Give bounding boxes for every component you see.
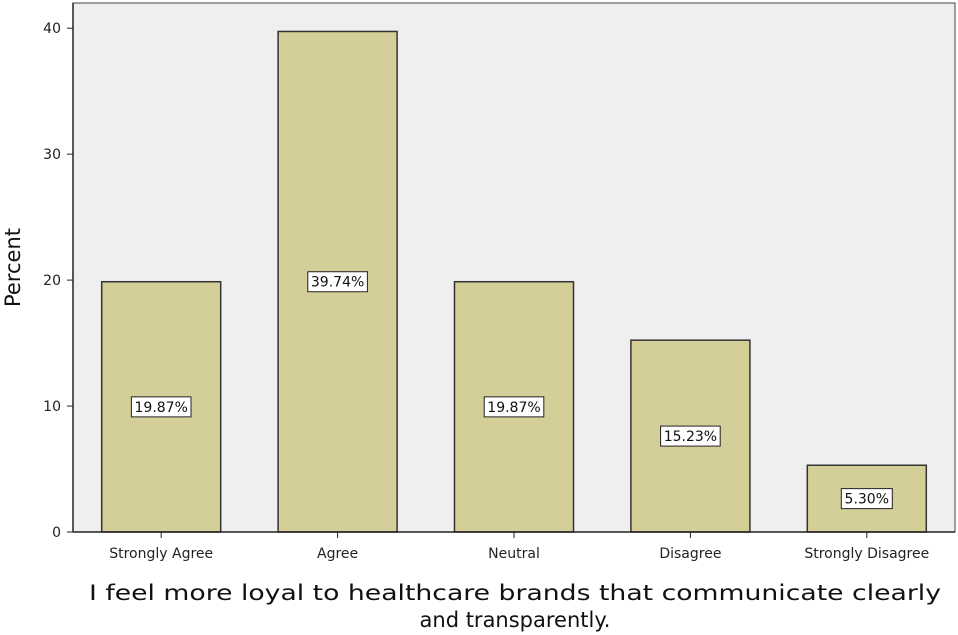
y-tick-label: 0 bbox=[52, 525, 61, 541]
data-label-box bbox=[660, 425, 721, 447]
x-axis-categories: Strongly Agree Agree Neutral Disagree Strong… bbox=[109, 532, 929, 562]
data-label: 19.87% bbox=[135, 400, 188, 416]
x-category-label: Strongly Agree bbox=[109, 546, 213, 562]
y-tick-label: 10 bbox=[43, 399, 61, 415]
data-label: 19.87% bbox=[487, 400, 540, 416]
x-category-label: Neutral bbox=[488, 546, 540, 562]
data-labels: 19.87% 39.74% 19.87% 15.23% 5.30% bbox=[130, 271, 893, 510]
x-axis-title-line-2: and transparently. bbox=[420, 608, 611, 632]
y-tick-label: 30 bbox=[43, 147, 61, 163]
data-label-box bbox=[130, 396, 192, 418]
x-axis-title-line-1: I feel more loyal to healthcare brands t… bbox=[89, 581, 941, 605]
x-category-label: Disagree bbox=[659, 546, 721, 562]
bars bbox=[100, 30, 928, 533]
x-category-label: Agree bbox=[317, 546, 358, 562]
y-tick-label: 20 bbox=[43, 273, 61, 289]
x-category-label: Strongly Disagree bbox=[804, 546, 929, 562]
y-axis-ticks: 0 10 20 30 40 bbox=[43, 21, 73, 541]
data-label-box bbox=[483, 396, 545, 418]
data-label-box bbox=[307, 271, 368, 293]
data-label-box bbox=[840, 488, 893, 510]
data-label: 39.74% bbox=[311, 275, 364, 291]
data-label: 5.30% bbox=[845, 492, 889, 508]
y-tick-label: 40 bbox=[43, 21, 61, 37]
data-label: 15.23% bbox=[664, 429, 717, 445]
y-axis-title: Percent bbox=[1, 228, 25, 307]
